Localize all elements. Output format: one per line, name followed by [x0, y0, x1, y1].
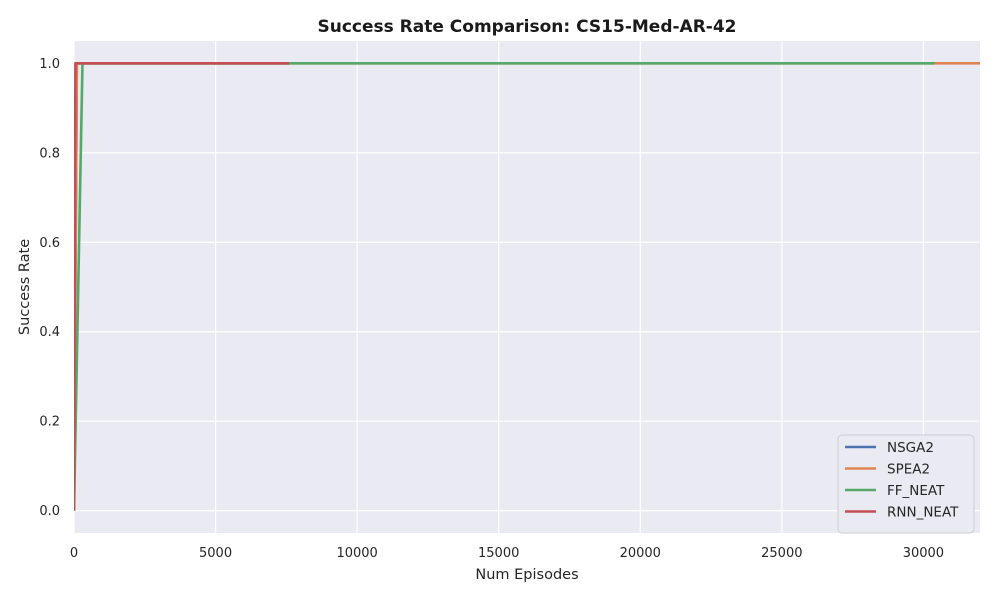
legend: NSGA2 SPEA2 FF_NEAT RNN_NEAT — [837, 434, 975, 534]
grid-lines — [73, 41, 980, 533]
x-tick-label: 15000 — [478, 546, 519, 561]
x-tick-label: 10000 — [336, 546, 377, 561]
y-tick-label: 0.2 — [39, 415, 60, 430]
x-tick-label: 25000 — [761, 546, 802, 561]
x-tick-label: 5000 — [199, 546, 232, 561]
legend-label: FF_NEAT — [887, 483, 945, 499]
plot-area — [74, 41, 980, 533]
y-axis-ticks: 0.0 0.2 0.4 0.6 0.8 1.0 — [39, 57, 60, 519]
x-tick-label: 0 — [70, 546, 78, 561]
y-tick-label: 0.0 — [39, 504, 60, 519]
series-line-rnn-neat — [74, 62, 290, 511]
y-tick-label: 0.6 — [39, 236, 60, 251]
legend-label: SPEA2 — [887, 462, 930, 478]
y-tick-label: 0.4 — [39, 325, 60, 340]
series-lines — [74, 62, 980, 511]
x-axis-ticks: 0 5000 10000 15000 20000 25000 30000 — [70, 546, 944, 561]
x-tick-label: 20000 — [620, 546, 661, 561]
y-tick-label: 1.0 — [39, 57, 60, 72]
y-axis-label: Success Rate — [17, 239, 33, 335]
x-tick-label: 30000 — [903, 546, 944, 561]
legend-label: RNN_NEAT — [887, 505, 959, 521]
y-tick-label: 0.8 — [39, 146, 60, 161]
x-axis-label: Num Episodes — [475, 567, 578, 583]
legend-label: NSGA2 — [887, 440, 934, 456]
legend-box — [837, 434, 975, 534]
chart-title: Success Rate Comparison: CS15-Med-AR-42 — [317, 17, 736, 37]
